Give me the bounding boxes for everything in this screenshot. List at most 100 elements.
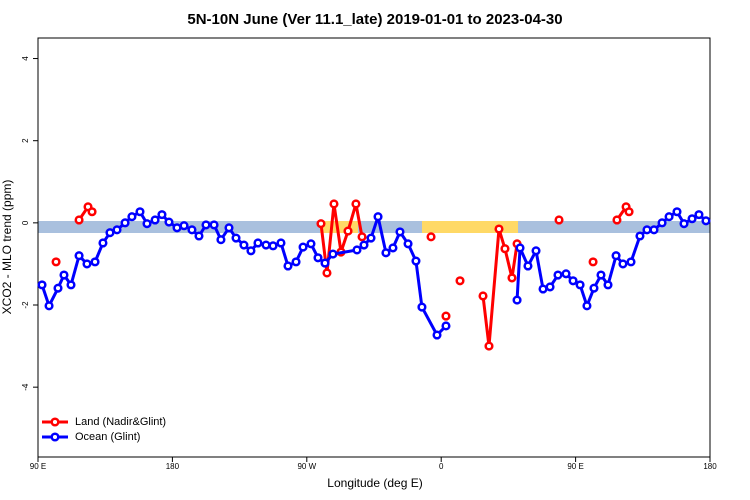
- y-tick-label: 2: [21, 138, 30, 143]
- y-tick-label: 0: [21, 220, 30, 225]
- x-tick-label: 90 W: [297, 462, 316, 471]
- legend-marker: [50, 417, 60, 427]
- series-point: [554, 215, 564, 225]
- series-point: [194, 231, 204, 241]
- series-point: [351, 199, 361, 209]
- series-point: [135, 207, 145, 217]
- series-point: [306, 239, 316, 249]
- series-point: [500, 244, 510, 254]
- series-point: [664, 212, 674, 222]
- series-point: [455, 276, 465, 286]
- series-point: [426, 232, 436, 242]
- series-point: [283, 261, 293, 271]
- series-point: [523, 261, 533, 271]
- series-point: [82, 259, 92, 269]
- series-point: [417, 302, 427, 312]
- series-point: [59, 270, 69, 280]
- series-point: [298, 242, 308, 252]
- series-point: [352, 245, 362, 255]
- plot-frame: [37, 37, 711, 458]
- legend-marker: [50, 432, 60, 442]
- series-point: [157, 210, 167, 220]
- series-point: [261, 240, 271, 250]
- x-tick-label: 0: [439, 462, 444, 471]
- series-point: [90, 257, 100, 267]
- series-point: [679, 219, 689, 229]
- series-point: [657, 218, 667, 228]
- x-tick-label: 180: [166, 462, 180, 471]
- series-point: [512, 295, 522, 305]
- series-point: [649, 225, 659, 235]
- series-point: [224, 223, 234, 233]
- series-point: [694, 210, 704, 220]
- series-point: [268, 241, 278, 251]
- series-point: [411, 256, 421, 266]
- series-point: [507, 273, 517, 283]
- legend-label: Ocean (Glint): [75, 431, 140, 443]
- series-point: [44, 301, 54, 311]
- series-point: [316, 219, 326, 229]
- series-point: [142, 219, 152, 229]
- series-point: [596, 270, 606, 280]
- series-point: [624, 207, 634, 217]
- y-tick-label: 4: [21, 56, 30, 61]
- series-point: [612, 215, 622, 225]
- series-point: [322, 268, 332, 278]
- series-point: [568, 276, 578, 286]
- series-point: [343, 226, 353, 236]
- series-point: [388, 243, 398, 253]
- series-point: [589, 283, 599, 293]
- series-point: [561, 269, 571, 279]
- series-point: [441, 321, 451, 331]
- series-point: [231, 233, 241, 243]
- series-point: [395, 227, 405, 237]
- series-point: [701, 216, 711, 226]
- series-point: [37, 280, 47, 290]
- series-point: [291, 257, 301, 267]
- y-tick-label: -4: [21, 383, 30, 391]
- series-point: [373, 212, 383, 222]
- series-point: [403, 239, 413, 249]
- series-point: [672, 207, 682, 217]
- land-band: [422, 221, 518, 233]
- series-point: [494, 224, 504, 234]
- series-point: [603, 280, 613, 290]
- series-point: [150, 215, 160, 225]
- series-point: [276, 238, 286, 248]
- series-point: [618, 259, 628, 269]
- series-point: [320, 258, 330, 268]
- x-tick-label: 90 E: [30, 462, 46, 471]
- chart-title: 5N-10N June (Ver 11.1_late) 2019-01-01 t…: [187, 11, 562, 28]
- x-axis-label: Longitude (deg E): [327, 476, 422, 490]
- series-point: [201, 220, 211, 230]
- series-point: [357, 232, 367, 242]
- series-point: [553, 270, 563, 280]
- series-point: [531, 246, 541, 256]
- series-point: [635, 231, 645, 241]
- series-point: [98, 238, 108, 248]
- series-point: [246, 246, 256, 256]
- series-point: [441, 311, 451, 321]
- series-point: [484, 341, 494, 351]
- x-tick-label: 90 E: [567, 462, 583, 471]
- series-point: [127, 212, 137, 222]
- series-point: [209, 220, 219, 230]
- series-point: [642, 225, 652, 235]
- series-point: [515, 243, 525, 253]
- series-point: [359, 240, 369, 250]
- series-point: [687, 214, 697, 224]
- y-axis-label: XCO2 - MLO trend (ppm): [0, 180, 14, 315]
- series-point: [105, 228, 115, 238]
- series-point: [538, 284, 548, 294]
- series-point: [588, 257, 598, 267]
- series-point: [74, 215, 84, 225]
- series-point: [328, 249, 338, 259]
- series-point: [172, 223, 182, 233]
- series-point: [239, 240, 249, 250]
- series-point: [611, 251, 621, 261]
- series-point: [575, 280, 585, 290]
- series-point: [626, 257, 636, 267]
- series-point: [216, 235, 226, 245]
- series-point: [53, 283, 63, 293]
